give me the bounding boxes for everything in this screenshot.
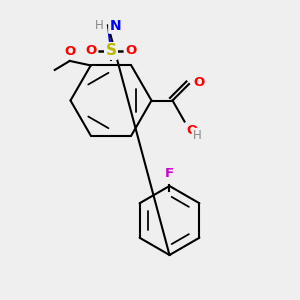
Text: O: O bbox=[125, 44, 136, 58]
Text: H: H bbox=[95, 19, 103, 32]
Text: H: H bbox=[193, 129, 202, 142]
Text: F: F bbox=[165, 167, 174, 180]
Text: O: O bbox=[194, 76, 205, 89]
Text: O: O bbox=[86, 44, 97, 58]
Text: N: N bbox=[110, 19, 121, 32]
Text: O: O bbox=[64, 45, 75, 58]
Text: S: S bbox=[106, 44, 116, 59]
Text: O: O bbox=[186, 124, 197, 137]
